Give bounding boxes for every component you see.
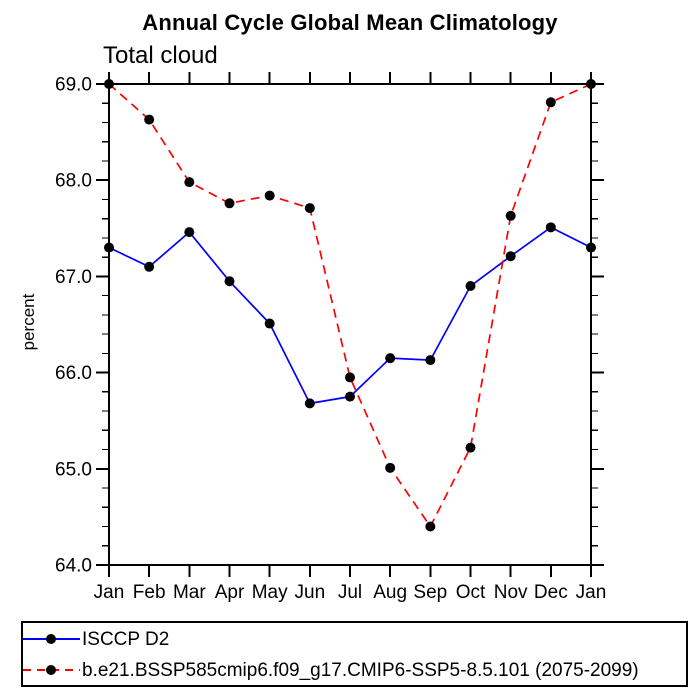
legend-item-model: b.e21.BSSP585cmip6.f09_g17.CMIP6-SSP5-8.… [23,654,686,685]
data-point-marker [545,97,556,108]
series-markers-1 [104,79,596,532]
data-point-marker [144,114,155,125]
data-point-marker [104,79,114,89]
data-point-marker [465,281,476,292]
data-point-marker [304,203,315,214]
y-tick-label: 67.0 [55,267,92,288]
x-tick-label: Jul [338,582,362,603]
data-point-marker [264,190,275,201]
data-point-marker [465,442,476,453]
plot-frame [108,83,592,566]
data-point-marker [425,521,436,532]
axis-tick-labels: 64.0 65.0 66.0 67.0 68.0 69.0 Jan Feb Mar Apr May J… [55,75,606,604]
legend: ISCCP D2 b.e21.BSSP585cmip6.f09_g17.CMIP… [21,621,688,687]
x-tick-label: Feb [133,582,166,603]
data-point-marker [144,261,155,272]
axis-ticks [96,72,604,577]
legend-label: b.e21.BSSP585cmip6.f09_g17.CMIP6-SSP5-8.… [82,660,639,681]
data-point-marker [184,227,195,238]
series-markers-0 [104,222,596,409]
y-tick-label: 69.0 [55,75,92,96]
data-point-marker [104,242,114,253]
x-tick-label: Oct [456,582,486,603]
data-point-marker [224,198,235,209]
data-point-marker [345,372,355,383]
x-tick-label: Nov [494,582,528,603]
data-point-marker [184,177,195,188]
data-point-marker [224,276,235,287]
data-point-marker [545,222,556,233]
data-point-marker [505,251,516,262]
legend-item-isccp-d2: ISCCP D2 [23,623,686,654]
y-tick-label: 65.0 [55,459,92,480]
legend-line-sample-dashed [23,664,80,675]
y-tick-label: 64.0 [55,556,92,577]
x-tick-label: Apr [215,582,245,603]
x-tick-label: Jan [576,582,607,603]
series-line-1 [108,83,592,529]
plot-area: 64.0 65.0 66.0 67.0 68.0 69.0 Jan Feb Mar Apr May J… [55,72,606,604]
legend-marker-icon [46,664,56,675]
chart-subtitle: Total cloud [103,42,218,69]
x-tick-label: May [252,582,288,603]
x-tick-label: Jun [295,582,326,603]
x-tick-label: Dec [534,582,568,603]
data-point-marker [586,242,596,253]
legend-marker-icon [46,633,56,644]
legend-line-sample-solid [23,633,80,644]
data-point-marker [425,355,436,366]
data-point-marker [345,391,355,402]
data-point-marker [385,462,396,473]
x-tick-label: Aug [373,582,407,603]
chart-title: Annual Cycle Global Mean Climatology [142,10,558,35]
y-tick-label: 68.0 [55,171,92,192]
y-tick-label: 66.0 [55,363,92,384]
legend-label: ISCCP D2 [82,629,170,650]
data-point-marker [505,210,516,221]
data-point-marker [385,353,396,364]
data-point-marker [586,79,596,89]
x-tick-label: Mar [173,582,206,603]
x-tick-label: Sep [413,582,447,603]
x-tick-label: Jan [94,582,125,603]
data-point-marker [304,398,315,409]
data-point-marker [264,318,275,329]
